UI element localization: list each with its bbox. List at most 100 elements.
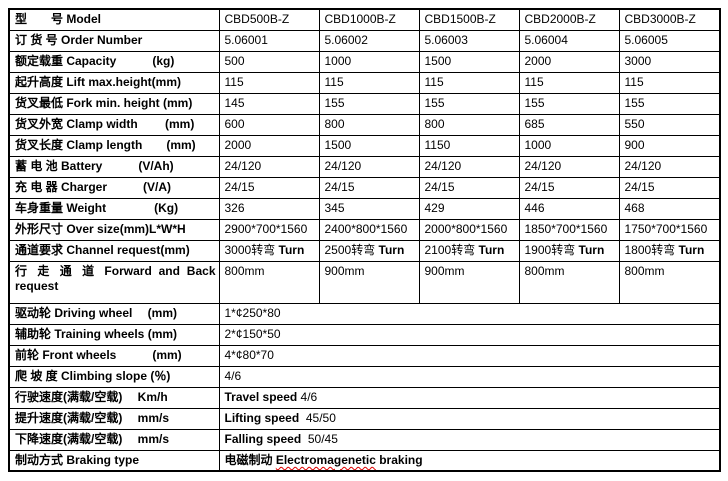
table-row-fork-min-height: 货叉最低 Fork min. height (mm) 145 155 155 1… (8, 92, 721, 115)
spec-value-cell: 900 (618, 134, 721, 157)
table-row-driving-wheel: 驱动轮 Driving wheel (mm) 1*¢250*80 (8, 302, 721, 325)
spec-value-cell: 800mm (618, 260, 721, 304)
spec-value-cell: 2000 (218, 134, 320, 157)
braking-value-suffix: braking (375, 452, 423, 467)
spec-value-cell: 115 (618, 71, 721, 94)
table-row-order-number: 订 货 号 Order Number 5.06001 5.06002 5.060… (8, 29, 721, 52)
spec-value-cell: 24/120 (518, 155, 620, 178)
turn-value-word: Turn (578, 243, 605, 257)
turn-value-number: 1900转弯 (524, 243, 579, 257)
model-value-cell: CBD1000B-Z (318, 8, 420, 31)
model-value-cell: CBD500B-Z (218, 8, 320, 31)
spec-value-cell: 24/15 (318, 176, 420, 199)
spec-value-cell: 345 (318, 197, 420, 220)
row-label: 提升速度(满载/空载) mm/s (8, 407, 220, 430)
row-label-line1: 行 走 通 道 Forward and Back (15, 263, 216, 278)
speed-value-number: 4/6 (297, 390, 318, 404)
spec-value-cell: 900mm (418, 260, 520, 304)
row-label: 订 货 号 Order Number (8, 29, 220, 52)
spec-value-cell: 24/15 (418, 176, 520, 199)
spec-value-cell: 1750*700*1560 (618, 218, 721, 241)
row-label: 前轮 Front wheels (mm) (8, 344, 220, 367)
row-label: 行 走 通 道 Forward and Back request (8, 260, 220, 304)
forklift-spec-table: 型 号 Model CBD500B-Z CBD1000B-Z CBD1500B-… (8, 8, 721, 472)
table-row-channel-request: 通道要求 Channel request(mm) 3000转弯 Turn 250… (8, 239, 721, 262)
spec-value-cell: 115 (218, 71, 320, 94)
speed-value-number: 45/50 (299, 411, 336, 425)
row-label: 外形尺寸 Over size(mm)L*W*H (8, 218, 220, 241)
spec-value-cell: 24/15 (218, 176, 320, 199)
speed-value-name: Lifting speed (224, 411, 300, 425)
table-row-forward-back-request: 行 走 通 道 Forward and Back request 800mm 90… (8, 260, 721, 304)
spec-value-cell: 800mm (518, 260, 620, 304)
table-row-over-size: 外形尺寸 Over size(mm)L*W*H 2900*700*1560 24… (8, 218, 721, 241)
spec-value-cell: 2000 (518, 50, 620, 73)
row-label: 货叉长度 Clamp length (mm) (8, 134, 220, 157)
spec-span-value-cell: Lifting speed 45/50 (218, 407, 721, 430)
table-row-braking-type: 制动方式 Braking type 电磁制动 Electromagenetic … (8, 449, 721, 472)
table-row-clamp-width: 货叉外宽 Clamp width (mm) 600 800 800 685 55… (8, 113, 721, 136)
spec-value-cell: 115 (418, 71, 520, 94)
spec-value-cell: 2000*800*1560 (418, 218, 520, 241)
row-label: 下降速度(满载/空载) mm/s (8, 428, 220, 451)
turn-value-number: 3000转弯 (224, 243, 279, 257)
table-row-weight: 车身重量 Weight (Kg) 326 345 429 446 468 (8, 197, 721, 220)
spec-value-cell: 550 (618, 113, 721, 136)
row-label: 起升高度 Lift max.height(mm) (8, 71, 220, 94)
spec-value-cell: 115 (518, 71, 620, 94)
braking-value-misspelled-word: Electromagenetic (275, 452, 376, 467)
spec-value-cell: 800 (418, 113, 520, 136)
spec-value-cell: 3000 (618, 50, 721, 73)
table-row-climbing-slope: 爬 坡 度 Climbing slope (％) 4/6 (8, 365, 721, 388)
table-row-travel-speed: 行驶速度(满载/空载) Km/h Travel speed 4/6 (8, 386, 721, 409)
model-value-cell: CBD3000B-Z (618, 8, 721, 31)
row-label: 充 电 器 Charger (V/A) (8, 176, 220, 199)
spec-value-cell: 1800转弯 Turn (618, 239, 721, 262)
spec-value-cell: 24/120 (618, 155, 721, 178)
row-label: 行驶速度(满载/空载) Km/h (8, 386, 220, 409)
spec-value-cell: 326 (218, 197, 320, 220)
turn-value-number: 1800转弯 (624, 243, 679, 257)
speed-value-number: 50/45 (301, 432, 338, 446)
row-label: 通道要求 Channel request(mm) (8, 239, 220, 262)
spec-span-value-cell: 2*¢150*50 (218, 323, 721, 346)
turn-value-word: Turn (278, 243, 305, 257)
spec-value-cell: 1850*700*1560 (518, 218, 620, 241)
spec-value-cell: 155 (318, 92, 420, 115)
row-label: 蓄 电 池 Battery (V/Ah) (8, 155, 220, 178)
table-row-charger: 充 电 器 Charger (V/A) 24/15 24/15 24/15 24… (8, 176, 721, 199)
spec-value-cell: 155 (518, 92, 620, 115)
spec-value-cell: 3000转弯 Turn (218, 239, 320, 262)
table-row-capacity: 额定载重 Capacity (kg) 500 1000 1500 2000 30… (8, 50, 721, 73)
braking-value-chinese: 电磁制动 (224, 452, 276, 467)
spec-value-cell: 5.06002 (318, 29, 420, 52)
turn-value-number: 2500转弯 (324, 243, 379, 257)
spec-value-cell: 900mm (318, 260, 420, 304)
spec-value-cell: 155 (418, 92, 520, 115)
spec-value-cell: 5.06004 (518, 29, 620, 52)
row-label: 货叉外宽 Clamp width (mm) (8, 113, 220, 136)
spec-value-cell: 685 (518, 113, 620, 136)
spec-value-cell: 24/120 (418, 155, 520, 178)
spec-span-value-cell: Travel speed 4/6 (218, 386, 721, 409)
spec-span-value-cell: 4/6 (218, 365, 721, 388)
table-row-training-wheels: 辅助轮 Training wheels (mm) 2*¢150*50 (8, 323, 721, 346)
spec-value-cell: 24/15 (518, 176, 620, 199)
spec-value-cell: 1150 (418, 134, 520, 157)
row-label: 制动方式 Braking type (8, 449, 220, 472)
table-row-lifting-speed: 提升速度(满载/空载) mm/s Lifting speed 45/50 (8, 407, 721, 430)
turn-value-number: 2100转弯 (424, 243, 479, 257)
spec-value-cell: 1000 (318, 50, 420, 73)
spec-value-cell: 115 (318, 71, 420, 94)
spec-value-cell: 2400*800*1560 (318, 218, 420, 241)
table-row-falling-speed: 下降速度(满载/空载) mm/s Falling speed 50/45 (8, 428, 721, 451)
spec-value-cell: 2900*700*1560 (218, 218, 320, 241)
spec-value-cell: 5.06001 (218, 29, 320, 52)
model-value-cell: CBD2000B-Z (518, 8, 620, 31)
row-label: 驱动轮 Driving wheel (mm) (8, 302, 220, 325)
row-label: 货叉最低 Fork min. height (mm) (8, 92, 220, 115)
spec-value-cell: 800 (318, 113, 420, 136)
spec-value-cell: 600 (218, 113, 320, 136)
spec-value-cell: 500 (218, 50, 320, 73)
